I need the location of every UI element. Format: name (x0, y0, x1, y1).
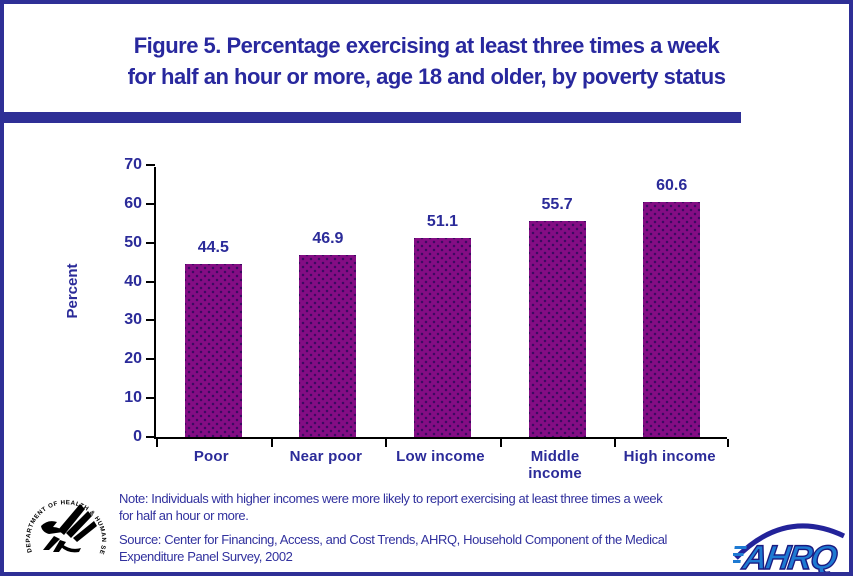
x-axis-tick (156, 439, 158, 447)
category-label-high-income: High income (623, 448, 716, 465)
bar-value-label: 51.1 (426, 213, 459, 231)
y-axis-tick-label: 60 (124, 194, 142, 212)
y-axis-tick-label: 0 (133, 428, 142, 445)
y-axis-tick-label: 20 (124, 350, 142, 368)
bar-value-label: 60.6 (656, 176, 688, 194)
page-title-line1: Figure 5. Percentage exercising at least… (133, 33, 720, 58)
page-title-line2: for half an hour or more, age 18 and old… (127, 64, 726, 89)
x-axis-tick (614, 439, 617, 447)
category-label-middle-income: Middle income (528, 448, 582, 482)
x-axis-tick (727, 439, 729, 447)
category-label-poor: Poor (193, 448, 229, 465)
chart-source: Source: Center for Financing, Access, an… (119, 532, 668, 564)
bar-middle-income (528, 220, 586, 437)
page-title: Figure 5. Percentage exercising at least… (4, 30, 849, 92)
y-axis-tick (146, 202, 155, 205)
category-label-low-income: Low income (396, 448, 485, 465)
y-axis-tick (146, 358, 155, 361)
chart-note: Note: Individuals with higher incomes we… (119, 491, 663, 523)
eagle-silhouette (41, 504, 97, 553)
y-axis-tick (146, 164, 155, 166)
bar-high-income (643, 201, 701, 437)
y-axis-tick-label: 70 (124, 156, 142, 173)
y-axis-tick-label: 40 (124, 272, 142, 290)
bar-value-label: 55.7 (541, 195, 573, 213)
hhs-department-seal-logo: DEPARTMENT OF HEALTH & HUMAN SERVICES · … (18, 480, 106, 556)
x-axis-tick (270, 439, 273, 447)
x-axis-tick (499, 439, 502, 447)
y-axis-tick-label: 10 (124, 389, 142, 407)
bar-near-poor (299, 254, 357, 437)
y-axis-tick (146, 280, 155, 283)
bar-chart-plot-area: 0 10 20 30 40 50 60 70 44.5 46.9 51.1 55.7 60.6 (124, 157, 729, 447)
y-axis-tick (146, 241, 155, 244)
y-axis-tick-label: 50 (124, 233, 142, 251)
bar-value-label: 46.9 (312, 229, 344, 247)
bar-poor (184, 264, 242, 437)
y-axis-tick (146, 319, 155, 322)
ahrq-swoosh (734, 523, 846, 560)
bar-value-label: 44.5 (197, 239, 229, 257)
x-axis-tick (385, 439, 388, 447)
bar-low-income (414, 238, 471, 437)
y-axis-tick (146, 436, 155, 438)
x-axis-category-labels: Poor Near poor Low income Middle income High… (154, 448, 727, 482)
ahrq-agency-logo: AHRQ (733, 523, 846, 572)
y-axis-title: Percent (64, 263, 81, 319)
y-axis-tick (146, 397, 155, 400)
header-divider-bar (4, 112, 741, 123)
y-axis-tick-label: 30 (124, 311, 142, 329)
category-label-near-poor: Near poor (289, 448, 363, 465)
svg-text:AHRQ: AHRQ (739, 539, 839, 572)
